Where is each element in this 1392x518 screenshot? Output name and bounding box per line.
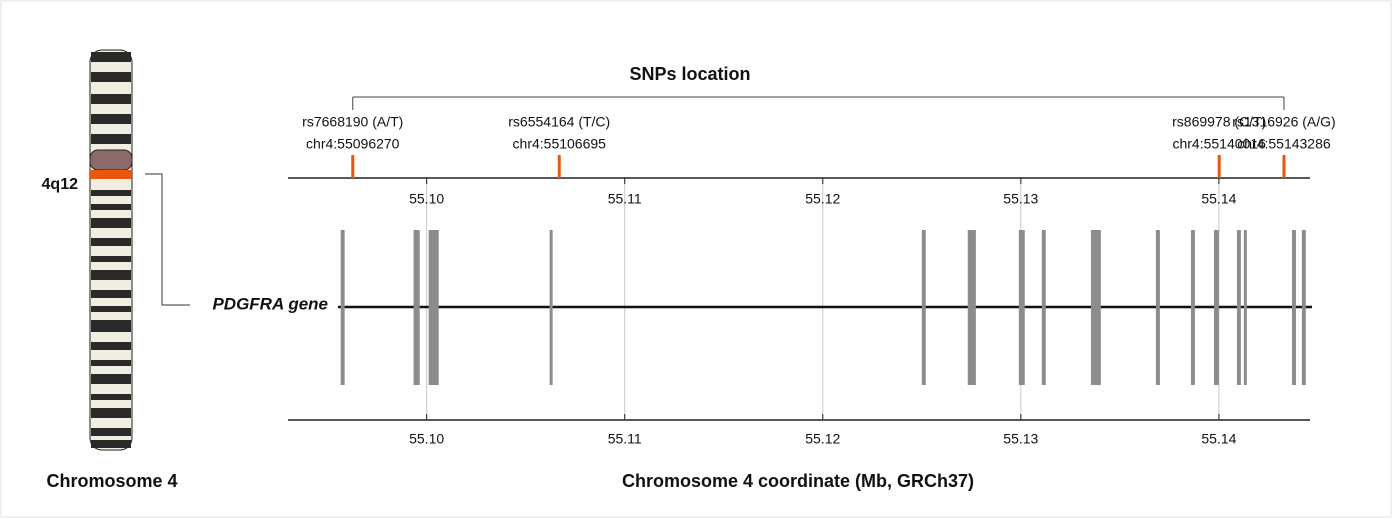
chromosome-band — [91, 320, 131, 332]
exon — [549, 230, 553, 385]
highlight-band — [90, 170, 132, 179]
chromosome-band — [91, 342, 131, 350]
exon — [1041, 230, 1046, 385]
snp-name: rs1316926 (A/G) — [1232, 114, 1336, 130]
x-tick-label: 55.10 — [409, 191, 444, 207]
chromosome-band — [91, 360, 131, 366]
x-tick-label: 55.14 — [1201, 191, 1236, 207]
snp-name: rs6554164 (T/C) — [508, 114, 610, 130]
connector — [145, 173, 190, 306]
x-tick-label: 55.10 — [409, 431, 444, 447]
chromosome-band — [91, 72, 131, 82]
chart-title: SNPs location — [629, 64, 750, 84]
chromosome-band — [91, 394, 131, 400]
chromosome-band — [91, 440, 131, 448]
chromosome-band — [91, 270, 131, 280]
snp-name: rs7668190 (A/T) — [302, 114, 403, 130]
chromosome-band — [91, 290, 131, 298]
gene-label: PDGFRA gene — [212, 294, 328, 313]
x-tick-label: 55.11 — [608, 191, 642, 207]
exon — [1090, 230, 1101, 385]
snp-position: chr4:55106695 — [513, 136, 607, 152]
x-tick-label: 55.13 — [1003, 191, 1038, 207]
exon — [921, 230, 926, 385]
exon — [1155, 230, 1160, 385]
snp-position: chr4:55096270 — [306, 136, 400, 152]
band-label: 4q12 — [42, 176, 79, 193]
exon — [1291, 230, 1296, 385]
chromosome-band — [91, 374, 131, 384]
x-tick-label: 55.11 — [608, 431, 642, 447]
chromosome-band — [91, 428, 131, 436]
exon — [1301, 230, 1306, 385]
x-tick-label: 55.12 — [805, 191, 840, 207]
x-tick-label: 55.13 — [1003, 431, 1038, 447]
exon — [340, 230, 345, 385]
exon — [413, 230, 420, 385]
chromosome-band — [91, 190, 131, 196]
chromosome-band — [91, 218, 131, 228]
exon — [967, 230, 976, 385]
chromosome — [89, 49, 133, 451]
chromosome-band — [91, 114, 131, 124]
exon — [1213, 230, 1219, 385]
exon — [1190, 230, 1195, 385]
chromosome-band — [91, 408, 131, 418]
x-axis-title: Chromosome 4 coordinate (Mb, GRCh37) — [622, 471, 974, 491]
snp-position: chr4:55140016 — [1172, 136, 1266, 152]
snp-position: chr4:55143286 — [1237, 136, 1331, 152]
chromosome-band — [91, 94, 131, 104]
chromosome-band — [91, 52, 131, 62]
chromosome-band — [91, 134, 131, 144]
chromosome-band — [91, 204, 131, 210]
centromere — [89, 149, 133, 171]
chromosome-band — [91, 306, 131, 312]
chromosome-band — [91, 256, 131, 262]
exon — [1236, 230, 1241, 385]
snp-name: rs869978 (C/T) — [1172, 114, 1266, 130]
exon — [428, 230, 439, 385]
chromosome-body — [89, 49, 133, 451]
exon — [1243, 230, 1247, 385]
exon — [1018, 230, 1025, 385]
chromosome-band — [91, 238, 131, 246]
x-tick-label: 55.12 — [805, 431, 840, 447]
x-tick-label: 55.14 — [1201, 431, 1236, 447]
chromosome-label: Chromosome 4 — [46, 471, 177, 491]
